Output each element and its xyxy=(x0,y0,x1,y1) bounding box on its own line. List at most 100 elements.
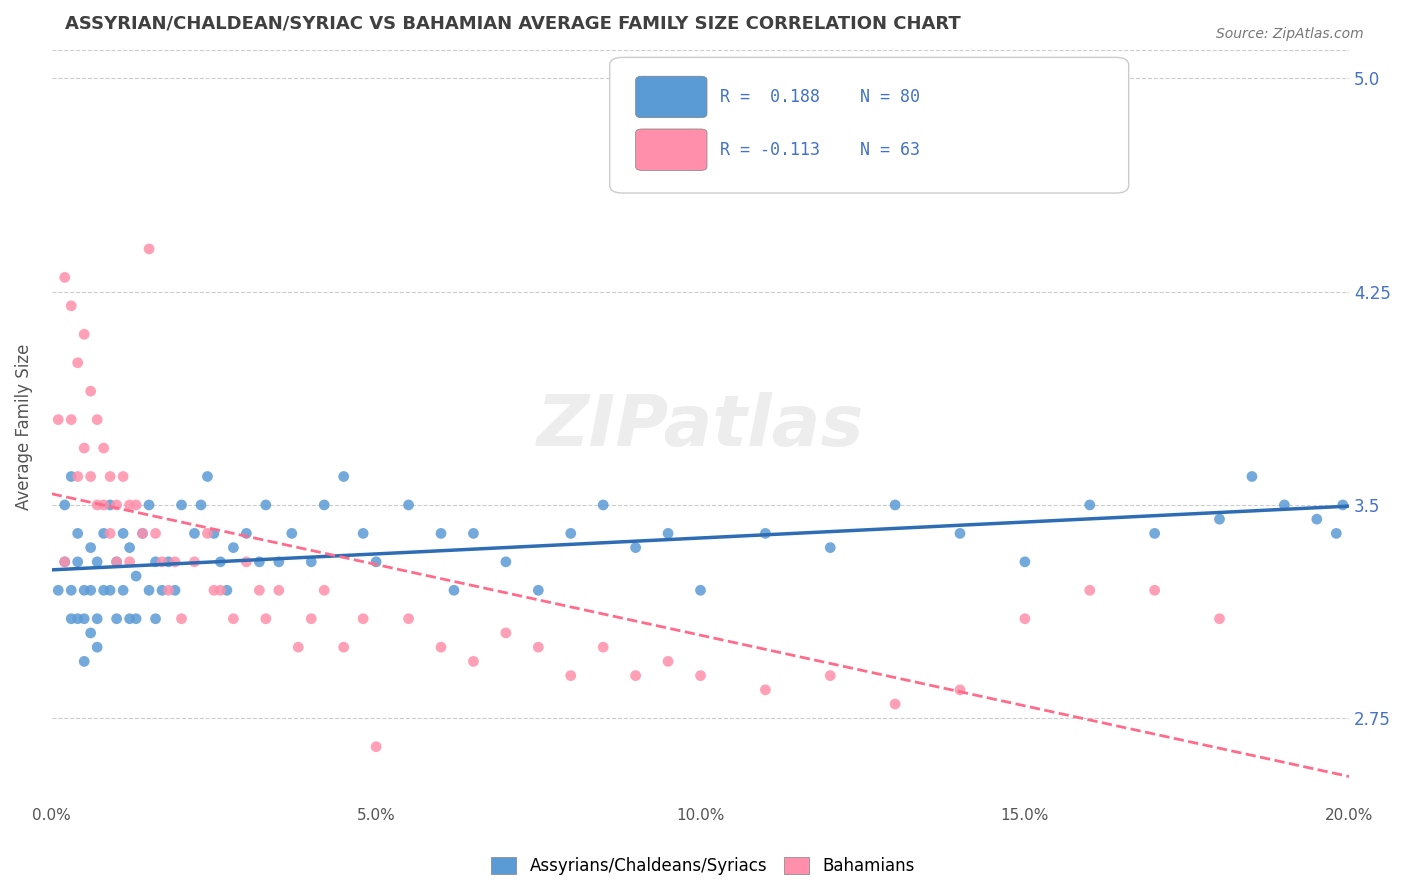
Point xyxy=(60,469,83,483)
Point xyxy=(949,526,972,541)
Point xyxy=(366,739,388,754)
Point xyxy=(98,583,121,598)
Point xyxy=(46,412,69,426)
Point xyxy=(105,555,128,569)
Point xyxy=(254,498,277,512)
Point xyxy=(1208,612,1230,626)
Point xyxy=(93,583,115,598)
Point xyxy=(624,541,647,555)
Point xyxy=(66,555,89,569)
Point xyxy=(183,555,205,569)
Point xyxy=(73,612,96,626)
Point xyxy=(79,626,101,640)
Point xyxy=(98,526,121,541)
Point xyxy=(98,469,121,483)
Point xyxy=(73,583,96,598)
Point xyxy=(430,526,453,541)
Point xyxy=(53,498,76,512)
Point xyxy=(53,555,76,569)
Point xyxy=(93,526,115,541)
Point xyxy=(592,640,614,655)
Point xyxy=(66,469,89,483)
Point xyxy=(105,612,128,626)
Point xyxy=(560,526,582,541)
Point xyxy=(332,640,354,655)
Point xyxy=(86,612,108,626)
Point xyxy=(79,469,101,483)
Point xyxy=(125,569,148,583)
Point xyxy=(299,612,322,626)
Point xyxy=(138,242,160,256)
Point xyxy=(281,526,304,541)
Point xyxy=(222,541,245,555)
Point xyxy=(1324,526,1347,541)
Point xyxy=(1331,498,1354,512)
Point xyxy=(443,583,465,598)
Point xyxy=(1306,512,1329,526)
Point xyxy=(145,526,167,541)
Point xyxy=(60,299,83,313)
Point xyxy=(98,498,121,512)
Text: ASSYRIAN/CHALDEAN/SYRIAC VS BAHAMIAN AVERAGE FAMILY SIZE CORRELATION CHART: ASSYRIAN/CHALDEAN/SYRIAC VS BAHAMIAN AVE… xyxy=(65,15,960,33)
Point xyxy=(145,612,167,626)
FancyBboxPatch shape xyxy=(636,129,707,170)
Point xyxy=(112,526,135,541)
Point xyxy=(66,612,89,626)
Point xyxy=(247,555,270,569)
Point xyxy=(463,526,485,541)
Point xyxy=(150,555,173,569)
Point xyxy=(209,583,232,598)
Point xyxy=(1240,469,1263,483)
Point xyxy=(247,583,270,598)
Point xyxy=(1078,583,1101,598)
Point xyxy=(197,526,219,541)
Point xyxy=(170,612,193,626)
Point xyxy=(254,612,277,626)
Point xyxy=(657,654,679,668)
Point xyxy=(157,583,180,598)
Point xyxy=(190,498,212,512)
Point xyxy=(215,583,238,598)
Point xyxy=(60,412,83,426)
Point xyxy=(79,583,101,598)
Point xyxy=(157,555,180,569)
Text: ZIPatlas: ZIPatlas xyxy=(537,392,865,461)
Point xyxy=(430,640,453,655)
FancyBboxPatch shape xyxy=(636,76,707,118)
Point xyxy=(1014,612,1036,626)
Point xyxy=(1208,512,1230,526)
Point xyxy=(299,555,322,569)
Point xyxy=(463,654,485,668)
Point xyxy=(222,612,245,626)
Point xyxy=(150,583,173,598)
Point xyxy=(53,555,76,569)
Point xyxy=(60,612,83,626)
Point xyxy=(46,583,69,598)
Point xyxy=(202,526,225,541)
Point xyxy=(884,697,907,711)
Text: R = -0.113    N = 63: R = -0.113 N = 63 xyxy=(720,141,920,159)
Point xyxy=(1143,583,1166,598)
Point xyxy=(118,555,141,569)
Point xyxy=(170,498,193,512)
Point xyxy=(1274,498,1296,512)
Point xyxy=(60,583,83,598)
Point xyxy=(79,384,101,399)
Point xyxy=(1078,498,1101,512)
Point xyxy=(754,526,776,541)
Point xyxy=(93,441,115,455)
Point xyxy=(689,668,711,682)
Point xyxy=(73,327,96,342)
Point xyxy=(202,583,225,598)
Point xyxy=(820,668,842,682)
Point xyxy=(1143,526,1166,541)
Point xyxy=(118,498,141,512)
Point xyxy=(267,555,290,569)
Point xyxy=(235,555,257,569)
Y-axis label: Average Family Size: Average Family Size xyxy=(15,343,32,510)
Point xyxy=(112,583,135,598)
Point xyxy=(366,555,388,569)
Point xyxy=(332,469,354,483)
Point xyxy=(314,583,336,598)
Point xyxy=(820,541,842,555)
